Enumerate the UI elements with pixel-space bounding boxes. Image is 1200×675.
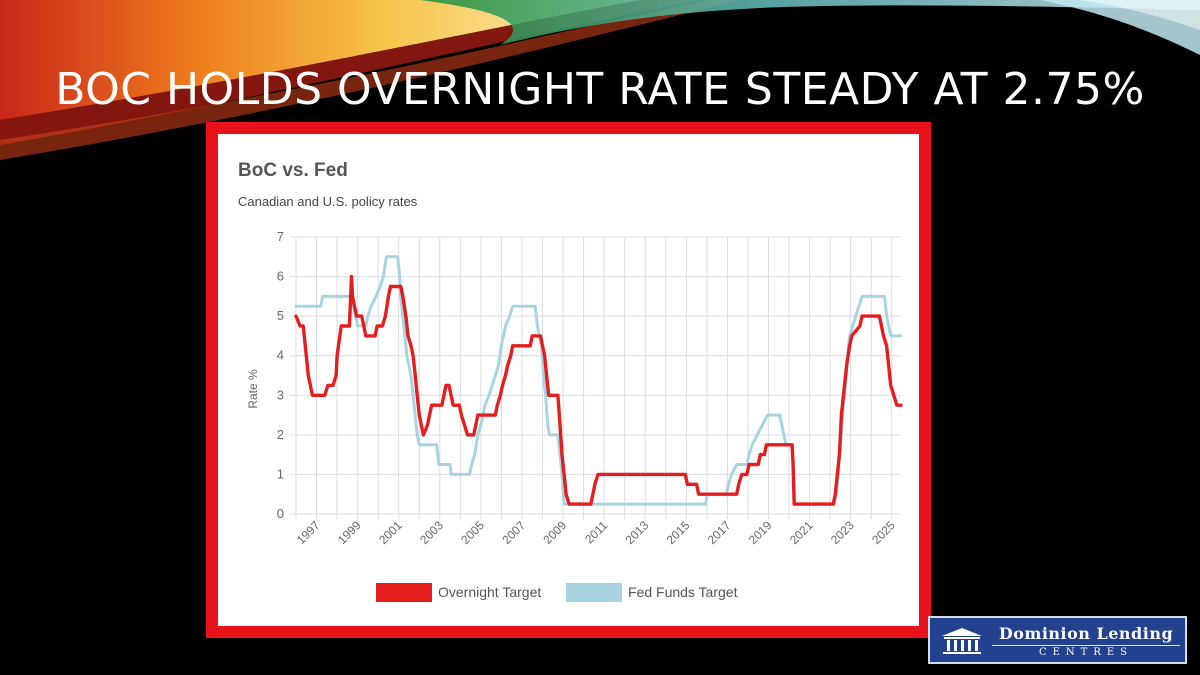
logo-divider (992, 645, 1180, 646)
legend-overnight-target-label: Overnight Target (438, 584, 541, 600)
legend-fed-funds-target-label: Fed Funds Target (628, 584, 738, 600)
y-axis-label: Rate % (246, 369, 260, 409)
x-tick-label: 1997 (294, 518, 323, 547)
x-tick-label: 2005 (458, 518, 487, 547)
x-tick-label: 2021 (787, 518, 816, 547)
rate-chart: BoC vs. Fed Canadian and U.S. policy rat… (238, 160, 903, 602)
y-tick-label: 5 (277, 308, 284, 323)
x-tick-label: 1999 (335, 518, 364, 547)
y-tick-label: 6 (277, 269, 284, 284)
chart-card: BoC vs. Fed Canadian and U.S. policy rat… (218, 134, 919, 626)
chart-subtitle: Canadian and U.S. policy rates (238, 194, 418, 209)
legend-overnight-target-swatch (376, 583, 432, 602)
x-tick-label: 2001 (376, 518, 405, 547)
y-tick-label: 4 (277, 348, 284, 363)
building-columns-icon (942, 628, 982, 654)
y-tick-label: 7 (277, 229, 284, 244)
chart-title: BoC vs. Fed (238, 160, 348, 181)
header-swoosh-graphic (0, 0, 1200, 160)
x-tick-label: 2007 (499, 518, 528, 547)
chart-frame: BoC vs. Fed Canadian and U.S. policy rat… (206, 122, 931, 638)
x-tick-label: 2025 (869, 518, 898, 547)
y-tick-label: 0 (277, 506, 284, 521)
x-tick-label: 2023 (828, 518, 857, 547)
y-tick-label: 3 (277, 387, 284, 402)
logo-main-text: Dominion Lending (998, 624, 1174, 643)
slide-title: BOC HOLDS OVERNIGHT RATE STEADY AT 2.75% (55, 64, 1145, 115)
x-tick-label: 2017 (705, 518, 734, 547)
x-tick-label: 2015 (664, 518, 693, 547)
y-tick-label: 1 (277, 466, 284, 481)
x-tick-label: 2011 (582, 518, 610, 546)
dominion-lending-logo: Dominion Lending CENTRES (928, 616, 1187, 664)
chart-legend: Overnight Target Fed Funds Target (376, 583, 738, 602)
x-tick-label: 2003 (417, 518, 446, 547)
x-tick-label: 2013 (623, 518, 652, 547)
logo-sub-text: CENTRES (1038, 647, 1134, 658)
x-tick-label: 2019 (746, 518, 775, 547)
legend-fed-funds-target-swatch (566, 583, 622, 602)
series-overnight-target-line (294, 274, 903, 506)
series-fed-funds-target-line (294, 255, 903, 506)
y-tick-label: 2 (277, 427, 284, 442)
x-tick-label: 2009 (540, 518, 569, 547)
